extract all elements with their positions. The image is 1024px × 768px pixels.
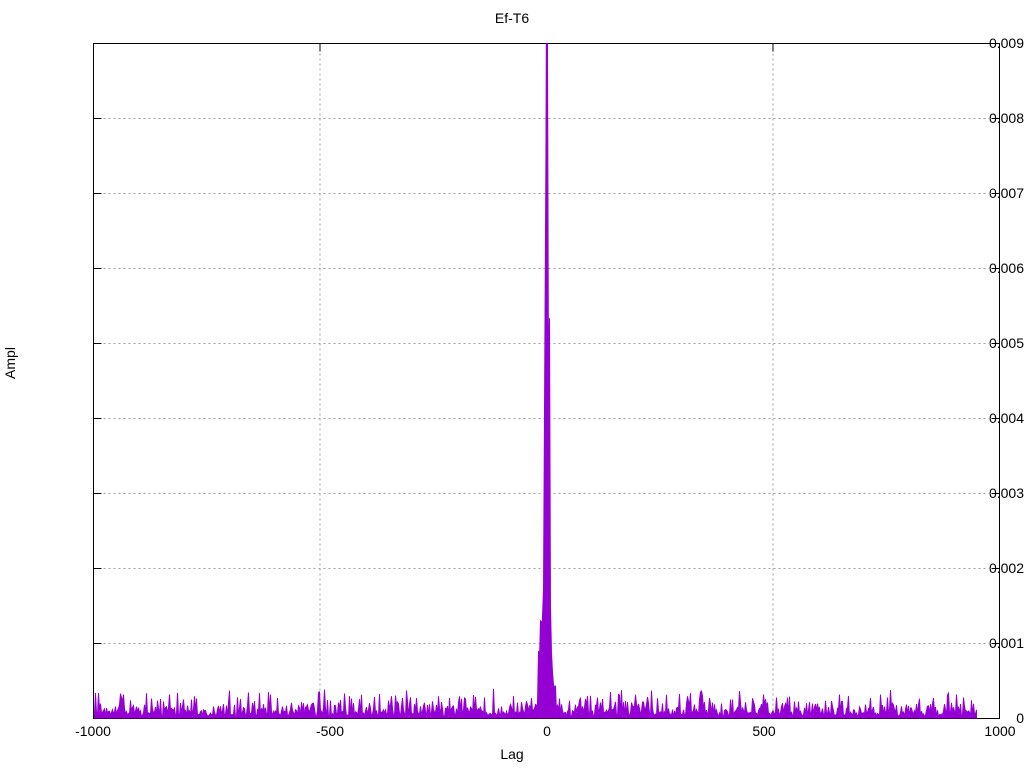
x-tick-label: -500 bbox=[315, 723, 345, 739]
chart-title: Ef-T6 bbox=[494, 10, 530, 26]
noise-floor-trace bbox=[94, 43, 977, 719]
x-tick-label: 0 bbox=[543, 723, 551, 739]
y-tick-label: 0.004 bbox=[988, 410, 1024, 426]
y-tick-label: 0.006 bbox=[988, 260, 1024, 276]
y-tick-label: 0.005 bbox=[988, 335, 1024, 351]
data-series bbox=[94, 43, 977, 719]
y-tick-label: 0.003 bbox=[988, 485, 1024, 501]
y-tick-label: 0.007 bbox=[988, 185, 1024, 201]
series-line bbox=[94, 43, 977, 719]
y-tick-label: 0 bbox=[1016, 710, 1024, 726]
y-tick-label: 0.001 bbox=[988, 635, 1024, 651]
y-tick-label: 0.002 bbox=[988, 560, 1024, 576]
y-tick-label: 0.008 bbox=[988, 110, 1024, 126]
y-tick-label: 0.009 bbox=[988, 35, 1024, 51]
x-tick-label: 1000 bbox=[984, 723, 1016, 739]
gridlines bbox=[93, 43, 1000, 719]
x-axis-label: Lag bbox=[500, 746, 524, 762]
x-tick-label: -1000 bbox=[75, 723, 111, 739]
x-tick-label: 500 bbox=[752, 723, 776, 739]
